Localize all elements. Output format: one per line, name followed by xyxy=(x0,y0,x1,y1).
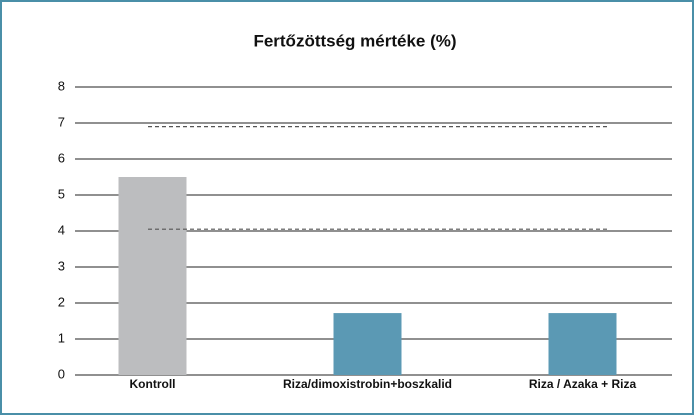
y-tick-label: 7 xyxy=(58,114,65,129)
bar xyxy=(118,177,187,375)
y-tick-label: 4 xyxy=(58,222,65,237)
chart-title: Fertőzöttség mértéke (%) xyxy=(253,31,456,50)
x-tick-label: Riza / Azaka + Riza xyxy=(529,377,637,391)
y-tick-label: 8 xyxy=(58,78,65,93)
bar xyxy=(333,313,402,375)
y-tick-label: 2 xyxy=(58,294,65,309)
y-tick-label: 3 xyxy=(58,258,65,273)
y-tick-label: 0 xyxy=(58,366,65,381)
x-tick-label: Kontroll xyxy=(130,377,176,391)
y-tick-label: 6 xyxy=(58,150,65,165)
bar xyxy=(548,313,617,375)
y-tick-label: 1 xyxy=(58,330,65,345)
x-tick-label: Riza/dimoxistrobin+boszkalid xyxy=(283,377,452,391)
y-tick-label: 5 xyxy=(58,186,65,201)
